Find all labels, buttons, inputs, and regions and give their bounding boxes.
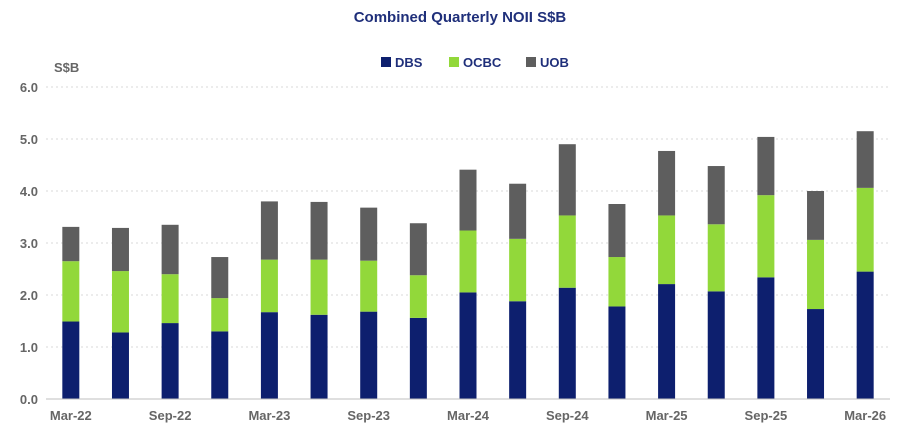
bar-uob-dec-24: [608, 204, 626, 258]
bar-uob-sep-25: [757, 136, 775, 196]
legend-label-ocbc: OCBC: [463, 55, 502, 70]
bar-uob-jun-25: [707, 166, 725, 225]
bar-dbs-sep-23: [360, 311, 378, 399]
y-tick-label: 5.0: [20, 132, 38, 147]
legend-label-uob: UOB: [540, 55, 569, 70]
bar-dbs-mar-23: [260, 312, 278, 399]
bar-dbs-jun-22: [111, 332, 129, 399]
bar-ocbc-dec-24: [608, 257, 626, 307]
bar-dbs-jun-23: [310, 314, 328, 399]
bar-dbs-sep-22: [161, 323, 179, 399]
bar-uob-mar-25: [658, 150, 676, 216]
bar-ocbc-dec-25: [807, 239, 825, 310]
x-axis-ticks: Mar-22 Sep-22 Mar-23 Sep-23 Mar-24 Sep-24 Mar-…: [50, 408, 886, 423]
bar-uob-dec-23: [409, 223, 427, 276]
x-tick-label: Sep-22: [149, 408, 192, 423]
bar-uob-dec-22: [211, 257, 229, 299]
bar-ocbc-mar-22: [62, 261, 80, 322]
bar-dbs-jun-24: [509, 301, 527, 399]
bar-uob-mar-22: [62, 226, 80, 262]
bar-ocbc-dec-23: [409, 275, 427, 318]
y-tick-label: 0.0: [20, 392, 38, 407]
bar-dbs-sep-24: [558, 287, 576, 399]
y-axis-ticks: 0.0 1.0 2.0 3.0 4.0 5.0 6.0: [20, 80, 38, 407]
x-tick-label: Sep-23: [347, 408, 390, 423]
bar-ocbc-sep-24: [558, 215, 576, 288]
y-tick-label: 3.0: [20, 236, 38, 251]
x-tick-label: Mar-25: [646, 408, 688, 423]
bar-ocbc-mar-26: [856, 187, 874, 272]
y-tick-label: 6.0: [20, 80, 38, 95]
bar-ocbc-jun-24: [509, 238, 527, 302]
bar-uob-sep-23: [360, 207, 378, 261]
bar-dbs-sep-25: [757, 277, 775, 399]
bar-dbs-dec-22: [211, 331, 229, 399]
bar-ocbc-mar-25: [658, 215, 676, 285]
bars: [62, 131, 874, 399]
y-tick-label: 1.0: [20, 340, 38, 355]
legend-swatch-dbs: [381, 57, 391, 67]
x-tick-label: Mar-26: [844, 408, 886, 423]
bar-uob-mar-24: [459, 169, 477, 231]
bar-uob-jun-22: [111, 227, 129, 272]
bar-ocbc-sep-25: [757, 195, 775, 278]
legend-swatch-ocbc: [449, 57, 459, 67]
y-axis-unit-label: S$B: [54, 60, 79, 75]
bar-dbs-mar-24: [459, 292, 477, 399]
bar-dbs-mar-26: [856, 271, 874, 399]
bar-uob-mar-26: [856, 131, 874, 188]
x-tick-label: Sep-24: [546, 408, 589, 423]
bar-ocbc-jun-22: [111, 271, 129, 333]
x-tick-label: Mar-22: [50, 408, 92, 423]
bar-ocbc-mar-23: [260, 259, 278, 313]
bar-ocbc-sep-22: [161, 274, 179, 324]
bar-uob-mar-23: [260, 201, 278, 260]
bar-ocbc-jun-23: [310, 259, 328, 315]
bar-ocbc-sep-23: [360, 260, 378, 312]
bar-uob-sep-24: [558, 144, 576, 216]
bar-ocbc-jun-25: [707, 224, 725, 292]
bar-ocbc-dec-22: [211, 298, 229, 332]
legend-swatch-uob: [526, 57, 536, 67]
bar-uob-sep-22: [161, 224, 179, 275]
bar-uob-jun-24: [509, 183, 527, 239]
legend-label-dbs: DBS: [395, 55, 423, 70]
bar-uob-jun-23: [310, 201, 328, 260]
y-tick-label: 4.0: [20, 184, 38, 199]
x-tick-label: Sep-25: [745, 408, 788, 423]
bar-uob-dec-25: [807, 191, 825, 240]
bar-dbs-mar-22: [62, 321, 80, 399]
bar-dbs-dec-25: [807, 309, 825, 399]
bar-dbs-dec-23: [409, 317, 427, 399]
chart-title: Combined Quarterly NOII S$B: [354, 9, 567, 26]
x-tick-label: Mar-23: [248, 408, 290, 423]
bar-dbs-mar-25: [658, 284, 676, 399]
legend: DBS OCBC UOB: [381, 55, 569, 70]
bar-ocbc-mar-24: [459, 230, 477, 293]
bar-dbs-jun-25: [707, 291, 725, 399]
x-tick-label: Mar-24: [447, 408, 490, 423]
bar-dbs-dec-24: [608, 306, 626, 399]
y-tick-label: 2.0: [20, 288, 38, 303]
